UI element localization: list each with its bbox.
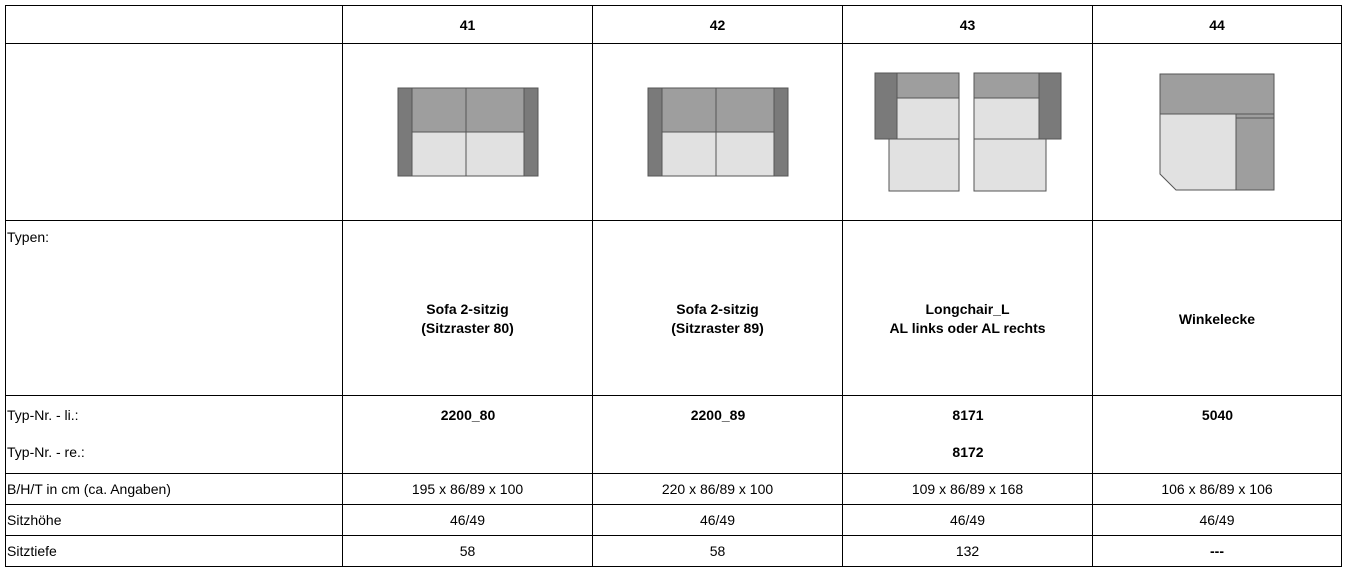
longchair-drawing <box>874 72 1061 192</box>
column-header-44: 44 <box>1092 5 1342 44</box>
seat-height-row: Sitzhöhe 46/49 46/49 46/49 46/49 <box>5 504 1342 536</box>
header-empty-cell <box>5 5 343 44</box>
seat-depth-value: 58 <box>342 535 593 567</box>
type-number-right <box>594 442 842 462</box>
dimensions-value: 109 x 86/89 x 168 <box>842 473 1093 505</box>
type-name-41: Sofa 2-sitzig (Sitzraster 80) <box>342 220 593 396</box>
spec-table: 41 42 43 44 <box>5 5 1342 567</box>
seat-height-value: 46/49 <box>842 504 1093 536</box>
type-number-row: Typ-Nr. - li.: Typ-Nr. - re.: 2200_80 22… <box>5 395 1342 474</box>
seat-depth-row: Sitztiefe 58 58 132 --- <box>5 535 1342 567</box>
drawing-cell-44 <box>1092 43 1342 221</box>
corner-sofa-drawing <box>1159 73 1275 191</box>
drawing-cell-42 <box>592 43 843 221</box>
type-name-line: Sofa 2-sitzig <box>426 301 509 317</box>
drawing-empty-cell <box>5 43 343 221</box>
type-number-cell-44: 5040 <box>1092 395 1342 474</box>
type-name-line: (Sitzraster 80) <box>421 320 514 336</box>
dimensions-value: 220 x 86/89 x 100 <box>592 473 843 505</box>
type-name-42: Sofa 2-sitzig (Sitzraster 89) <box>592 220 843 396</box>
seat-height-label: Sitzhöhe <box>5 504 343 536</box>
type-name-43: Longchair_L AL links oder AL rechts <box>842 220 1093 396</box>
type-number-right <box>1094 442 1341 462</box>
type-name-line: Winkelecke <box>1178 310 1256 327</box>
column-header-42: 42 <box>592 5 843 44</box>
seat-depth-label: Sitztiefe <box>5 535 343 567</box>
drawing-row <box>5 43 1342 221</box>
seat-height-value: 46/49 <box>592 504 843 536</box>
type-number-cell-42: 2200_89 <box>592 395 843 474</box>
type-name-44: Winkelecke <box>1092 220 1342 396</box>
dimensions-label: B/H/T in cm (ca. Angaben) <box>5 473 343 505</box>
seat-height-value: 46/49 <box>342 504 593 536</box>
seat-height-value: 46/49 <box>1092 504 1342 536</box>
type-number-right <box>344 442 592 462</box>
type-label: Typen: <box>5 220 343 396</box>
type-number-cell-41: 2200_80 <box>342 395 593 474</box>
type-number-left: 2200_80 <box>440 407 496 423</box>
type-name-line: Sofa 2-sitzig <box>676 301 759 317</box>
type-number-left: 5040 <box>1201 407 1234 423</box>
sofa-2-seater-80-drawing <box>397 87 538 177</box>
type-number-right: 8172 <box>952 444 984 460</box>
type-number-left: 2200_89 <box>690 407 746 423</box>
header-row: 41 42 43 44 <box>5 5 1342 44</box>
type-number-label-cell: Typ-Nr. - li.: Typ-Nr. - re.: <box>5 395 343 474</box>
seat-depth-value: --- <box>1092 535 1342 567</box>
seat-depth-value: 58 <box>592 535 843 567</box>
dimensions-value: 106 x 86/89 x 106 <box>1092 473 1342 505</box>
seat-depth-value: 132 <box>842 535 1093 567</box>
type-number-left-label: Typ-Nr. - li.: <box>7 407 79 423</box>
type-number-left: 8171 <box>952 407 984 423</box>
column-header-41: 41 <box>342 5 593 44</box>
type-name-line: Longchair_L <box>925 301 1010 317</box>
drawing-cell-43 <box>842 43 1093 221</box>
dimensions-value: 195 x 86/89 x 100 <box>342 473 593 505</box>
type-name-line: AL links oder AL rechts <box>889 320 1046 336</box>
drawing-cell-41 <box>342 43 593 221</box>
type-number-right-label: Typ-Nr. - re.: <box>7 444 85 460</box>
dimensions-row: B/H/T in cm (ca. Angaben) 195 x 86/89 x … <box>5 473 1342 505</box>
column-header-43: 43 <box>842 5 1093 44</box>
type-row: Typen: Sofa 2-sitzig (Sitzraster 80) Sof… <box>5 220 1342 396</box>
sofa-2-seater-89-drawing <box>647 87 788 177</box>
type-name-line: (Sitzraster 89) <box>671 320 764 336</box>
type-number-cell-43: 8171 8172 <box>842 395 1093 474</box>
